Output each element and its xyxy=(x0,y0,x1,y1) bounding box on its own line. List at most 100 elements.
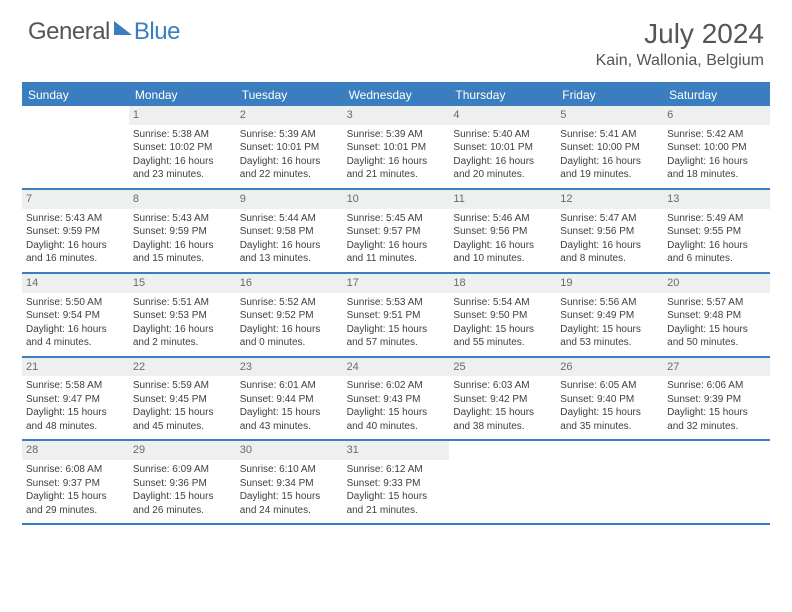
day-number: 27 xyxy=(663,358,770,377)
title-block: July 2024 Kain, Wallonia, Belgium xyxy=(596,18,764,70)
daylight-line: Daylight: 15 hours and 35 minutes. xyxy=(560,406,659,433)
calendar-day-cell: . xyxy=(556,441,663,523)
day-number: 10 xyxy=(343,190,450,209)
daylight-line: Daylight: 16 hours and 4 minutes. xyxy=(26,323,125,350)
calendar-week-row: 21Sunrise: 5:58 AMSunset: 9:47 PMDayligh… xyxy=(22,358,770,442)
sunrise-line: Sunrise: 5:45 AM xyxy=(347,212,446,226)
day-number: 16 xyxy=(236,274,343,293)
calendar-day-cell: 30Sunrise: 6:10 AMSunset: 9:34 PMDayligh… xyxy=(236,441,343,523)
calendar-day-cell: 21Sunrise: 5:58 AMSunset: 9:47 PMDayligh… xyxy=(22,358,129,440)
brand-logo: General Blue xyxy=(28,18,180,46)
day-number: 12 xyxy=(556,190,663,209)
weekday-header: Friday xyxy=(556,84,663,106)
daylight-line: Daylight: 16 hours and 2 minutes. xyxy=(133,323,232,350)
calendar-day-cell: 10Sunrise: 5:45 AMSunset: 9:57 PMDayligh… xyxy=(343,190,450,272)
calendar-grid: .1Sunrise: 5:38 AMSunset: 10:02 PMDaylig… xyxy=(22,106,770,525)
daylight-line: Daylight: 16 hours and 0 minutes. xyxy=(240,323,339,350)
calendar-day-cell: 12Sunrise: 5:47 AMSunset: 9:56 PMDayligh… xyxy=(556,190,663,272)
calendar-day-cell: . xyxy=(22,106,129,188)
sunset-line: Sunset: 9:59 PM xyxy=(133,225,232,239)
sunset-line: Sunset: 9:52 PM xyxy=(240,309,339,323)
calendar-day-cell: 31Sunrise: 6:12 AMSunset: 9:33 PMDayligh… xyxy=(343,441,450,523)
day-number: 23 xyxy=(236,358,343,377)
calendar-day-cell: 8Sunrise: 5:43 AMSunset: 9:59 PMDaylight… xyxy=(129,190,236,272)
calendar-day-cell: 22 Sunrise: 5:59 AMSunset: 9:45 PMDayligh… xyxy=(129,358,236,440)
sunrise-line: Sunrise: 6:09 AM xyxy=(133,463,232,477)
sunrise-line: Sunrise: 5:47 AM xyxy=(560,212,659,226)
calendar-day-cell: 7Sunrise: 5:43 AMSunset: 9:59 PMDaylight… xyxy=(22,190,129,272)
day-number: 30 xyxy=(236,441,343,460)
sunrise-line: Sunrise: 6:01 AM xyxy=(240,379,339,393)
sunrise-line: Sunrise: 5:44 AM xyxy=(240,212,339,226)
brand-word-2: Blue xyxy=(134,18,180,46)
sunrise-line: Sunrise: 5:41 AM xyxy=(560,128,659,142)
sunrise-line: Sunrise: 6:08 AM xyxy=(26,463,125,477)
daylight-line: Daylight: 16 hours and 21 minutes. xyxy=(347,155,446,182)
sunrise-line: Sunrise: 5:49 AM xyxy=(667,212,766,226)
day-number: 3 xyxy=(343,106,450,125)
calendar-day-cell: 19Sunrise: 5:56 AMSunset: 9:49 PMDayligh… xyxy=(556,274,663,356)
day-number: 19 xyxy=(556,274,663,293)
calendar-day-cell: 24Sunrise: 6:02 AMSunset: 9:43 PMDayligh… xyxy=(343,358,450,440)
weekday-header-row: SundayMondayTuesdayWednesdayThursdayFrid… xyxy=(22,84,770,106)
sunrise-line: Sunrise: 6:03 AM xyxy=(453,379,552,393)
header: General Blue July 2024 Kain, Wallonia, B… xyxy=(0,0,792,78)
daylight-line: Daylight: 15 hours and 43 minutes. xyxy=(240,406,339,433)
sunrise-line: Sunrise: 5:40 AM xyxy=(453,128,552,142)
day-number: 14 xyxy=(22,274,129,293)
daylight-line: Daylight: 15 hours and 53 minutes. xyxy=(560,323,659,350)
sunrise-line: Sunrise: 5:56 AM xyxy=(560,296,659,310)
sunrise-line: Sunrise: 6:10 AM xyxy=(240,463,339,477)
sunrise-line: Sunrise: 5:42 AM xyxy=(667,128,766,142)
daylight-line: Daylight: 15 hours and 55 minutes. xyxy=(453,323,552,350)
daylight-line: Daylight: 15 hours and 45 minutes. xyxy=(133,406,232,433)
calendar-day-cell: 23Sunrise: 6:01 AMSunset: 9:44 PMDayligh… xyxy=(236,358,343,440)
calendar-day-cell: 25Sunrise: 6:03 AMSunset: 9:42 PMDayligh… xyxy=(449,358,556,440)
day-number: 22 xyxy=(129,358,236,377)
sunrise-line: Sunrise: 5:59 AM xyxy=(133,379,232,393)
day-number: 25 xyxy=(449,358,556,377)
daylight-line: Daylight: 15 hours and 38 minutes. xyxy=(453,406,552,433)
daylight-line: Daylight: 16 hours and 16 minutes. xyxy=(26,239,125,266)
calendar-day-cell: 27Sunrise: 6:06 AMSunset: 9:39 PMDayligh… xyxy=(663,358,770,440)
day-number: 11 xyxy=(449,190,556,209)
sunset-line: Sunset: 10:01 PM xyxy=(453,141,552,155)
calendar-day-cell: 17Sunrise: 5:53 AMSunset: 9:51 PMDayligh… xyxy=(343,274,450,356)
sunset-line: Sunset: 10:02 PM xyxy=(133,141,232,155)
daylight-line: Daylight: 16 hours and 15 minutes. xyxy=(133,239,232,266)
sunset-line: Sunset: 9:34 PM xyxy=(240,477,339,491)
daylight-line: Daylight: 15 hours and 21 minutes. xyxy=(347,490,446,517)
day-number: 24 xyxy=(343,358,450,377)
sunset-line: Sunset: 9:56 PM xyxy=(453,225,552,239)
calendar-day-cell: 29Sunrise: 6:09 AMSunset: 9:36 PMDayligh… xyxy=(129,441,236,523)
day-number: 15 xyxy=(129,274,236,293)
daylight-line: Daylight: 15 hours and 50 minutes. xyxy=(667,323,766,350)
sunrise-line: Sunrise: 5:38 AM xyxy=(133,128,232,142)
sunset-line: Sunset: 9:45 PM xyxy=(133,393,232,407)
weekday-header: Saturday xyxy=(663,84,770,106)
daylight-line: Daylight: 16 hours and 10 minutes. xyxy=(453,239,552,266)
sunrise-line: Sunrise: 5:39 AM xyxy=(240,128,339,142)
sunrise-line: Sunrise: 5:52 AM xyxy=(240,296,339,310)
sunset-line: Sunset: 9:56 PM xyxy=(560,225,659,239)
day-number: 31 xyxy=(343,441,450,460)
calendar-day-cell: 16 Sunrise: 5:52 AMSunset: 9:52 PMDayligh… xyxy=(236,274,343,356)
day-number: 28 xyxy=(22,441,129,460)
daylight-line: Daylight: 16 hours and 20 minutes. xyxy=(453,155,552,182)
day-number: 8 xyxy=(129,190,236,209)
calendar-day-cell: 13Sunrise: 5:49 AMSunset: 9:55 PMDayligh… xyxy=(663,190,770,272)
sunrise-line: Sunrise: 6:12 AM xyxy=(347,463,446,477)
sunrise-line: Sunrise: 6:05 AM xyxy=(560,379,659,393)
sunrise-line: Sunrise: 6:06 AM xyxy=(667,379,766,393)
calendar-week-row: .1Sunrise: 5:38 AMSunset: 10:02 PMDaylig… xyxy=(22,106,770,190)
calendar-day-cell: 4Sunrise: 5:40 AMSunset: 10:01 PMDayligh… xyxy=(449,106,556,188)
sunrise-line: Sunrise: 5:58 AM xyxy=(26,379,125,393)
daylight-line: Daylight: 15 hours and 57 minutes. xyxy=(347,323,446,350)
daylight-line: Daylight: 15 hours and 40 minutes. xyxy=(347,406,446,433)
day-number: 7 xyxy=(22,190,129,209)
day-number: 18 xyxy=(449,274,556,293)
daylight-line: Daylight: 16 hours and 23 minutes. xyxy=(133,155,232,182)
daylight-line: Daylight: 16 hours and 11 minutes. xyxy=(347,239,446,266)
calendar-day-cell: 1Sunrise: 5:38 AMSunset: 10:02 PMDayligh… xyxy=(129,106,236,188)
sunset-line: Sunset: 9:58 PM xyxy=(240,225,339,239)
